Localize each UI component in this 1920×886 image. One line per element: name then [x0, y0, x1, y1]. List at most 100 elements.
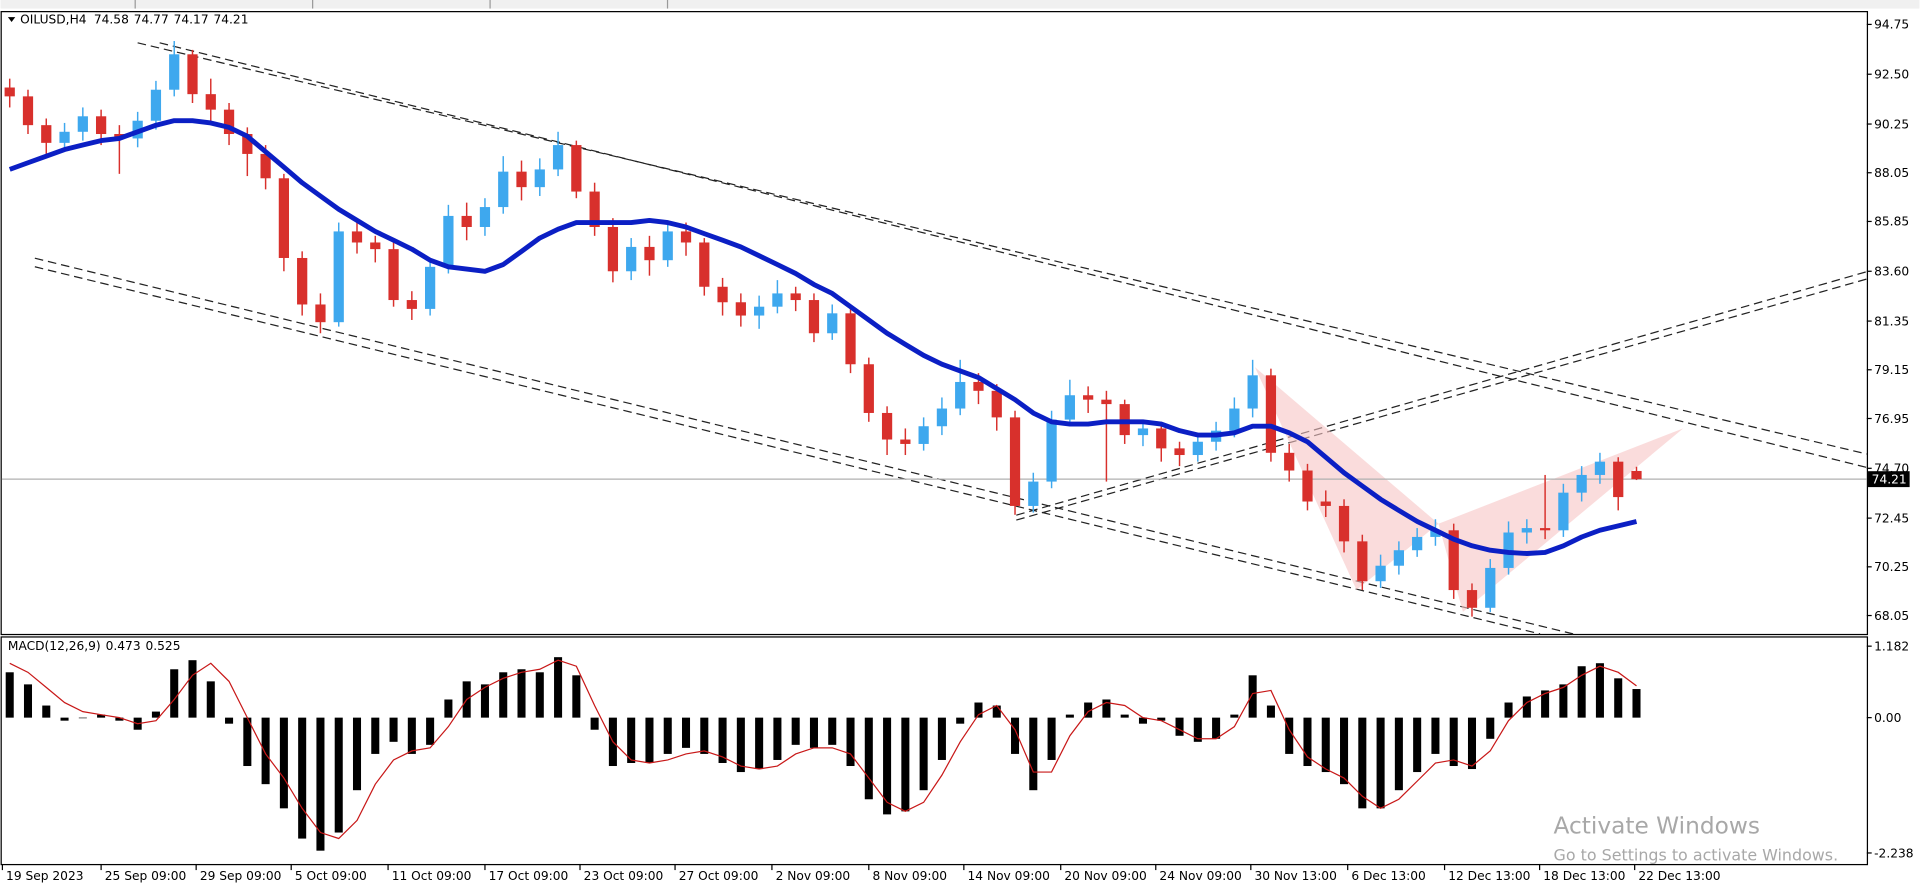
macd-bar	[389, 717, 398, 742]
symbol: OILUSD,H4	[20, 12, 87, 26]
macd-bar	[736, 717, 745, 773]
y-tick-label: 90.25	[1874, 117, 1909, 131]
candle-body	[735, 302, 746, 316]
candle-body	[827, 313, 838, 334]
tab-strip	[0, 0, 1920, 9]
candle-body	[1192, 441, 1203, 456]
y-tick-label: 94.75	[1874, 18, 1909, 32]
macd-bar	[1084, 702, 1093, 718]
chart-layer: 94.75 92.50 90.25 88.05 85.85 83.60 81.35 79.15…	[1, 18, 1914, 883]
candle-body	[169, 54, 180, 90]
macd-bar	[1303, 717, 1312, 767]
macd-bar	[499, 672, 508, 718]
candle-body	[297, 257, 308, 305]
macd-bar	[444, 699, 453, 718]
macd-bar	[206, 681, 215, 718]
candle-body	[187, 54, 198, 95]
candle-body	[1631, 470, 1642, 480]
macd-bar	[645, 717, 654, 763]
candle-body	[571, 145, 582, 192]
candle-body	[845, 313, 856, 365]
candle-body	[1412, 536, 1423, 551]
macd-bar	[974, 702, 983, 718]
macd-bar	[1065, 714, 1074, 718]
macd-bar	[755, 717, 764, 770]
candle-body	[1284, 452, 1295, 471]
candle-body	[863, 364, 874, 413]
main-pane-frame	[0, 11, 1869, 636]
candle-body	[973, 381, 984, 391]
candle-body	[1466, 590, 1478, 608]
channel-upper	[159, 42, 1867, 469]
macd-bar	[828, 717, 837, 745]
signal-last: 0.525	[146, 639, 181, 653]
candle-body	[1375, 565, 1386, 582]
candle-body	[626, 246, 637, 272]
y-tick-label: 0.00	[1874, 711, 1901, 725]
macd-bar	[1614, 678, 1623, 718]
macd-bar	[5, 672, 14, 718]
y-tick-label: 72.45	[1874, 511, 1909, 525]
x-tick-label: 24 Nov 09:00	[1159, 869, 1241, 883]
macd-bar	[1358, 717, 1367, 809]
macd-bar	[1632, 689, 1641, 718]
macd-bar	[1120, 714, 1129, 718]
candle-body	[1009, 417, 1021, 506]
macd-bar	[937, 717, 946, 760]
macd-bar	[1212, 717, 1221, 739]
x-tick-label: 19 Sep 2023	[6, 869, 83, 883]
candle-body	[1613, 461, 1624, 498]
macd-bar	[371, 717, 380, 754]
candle-body	[991, 390, 1002, 418]
candle-body	[1448, 530, 1459, 591]
x-tick-label: 29 Sep 09:00	[200, 869, 282, 883]
candle-body	[95, 116, 107, 135]
macd-bar	[554, 657, 563, 718]
candle-body	[881, 412, 893, 440]
candle-body	[315, 304, 326, 323]
y-tick-label: 81.35	[1874, 314, 1909, 328]
macd-bar	[992, 705, 1001, 718]
candle-body	[918, 426, 929, 444]
menu-arrow	[7, 17, 16, 23]
macd-bar	[700, 717, 709, 754]
candle-body	[406, 300, 417, 309]
x-tick-label: 17 Oct 09:00	[489, 869, 569, 883]
last-high: 74.77	[134, 12, 169, 26]
macd-bar	[261, 717, 270, 785]
x-tick-label: 23 Oct 09:00	[584, 869, 664, 883]
candle-body	[1265, 375, 1277, 453]
macd-bar	[718, 717, 727, 763]
macd-bar	[42, 705, 51, 718]
macd-title: MACD(12,26,9)	[8, 639, 101, 653]
macd-bar	[1376, 717, 1385, 809]
x-tick-label: 12 Dec 13:00	[1448, 869, 1530, 883]
macd-bar	[572, 675, 581, 718]
macd-bar	[115, 717, 124, 721]
candle-body	[1083, 395, 1094, 400]
macd-bar	[1230, 714, 1239, 718]
macd-bar	[535, 672, 544, 718]
channel-upper	[137, 42, 1867, 455]
macd-bar	[1486, 717, 1495, 739]
candle-body	[41, 125, 52, 143]
candle-body	[425, 266, 436, 309]
macd-bar	[426, 717, 435, 745]
candle-body	[1229, 408, 1240, 431]
current-price-tag: 74.21	[1868, 471, 1910, 488]
candle-body	[443, 215, 454, 267]
macd-bar	[663, 717, 672, 754]
macd-bar	[1577, 666, 1586, 718]
x-tick-label: 14 Nov 09:00	[968, 869, 1050, 883]
candle-body	[77, 116, 88, 132]
macd-bar	[480, 684, 489, 718]
macd-bar	[1193, 717, 1202, 742]
y-tick-label: 76.95	[1874, 412, 1909, 426]
x-tick-label: 8 Nov 09:00	[872, 869, 947, 883]
candle-body	[223, 109, 235, 135]
candle-body	[498, 171, 509, 208]
candle-body	[717, 286, 728, 303]
channel-lower	[34, 257, 1574, 635]
macd-bar	[846, 717, 855, 767]
